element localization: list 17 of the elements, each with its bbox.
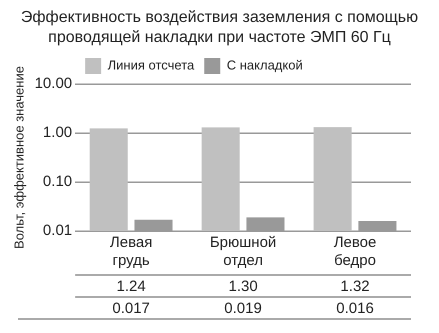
data-label: 1.24 (116, 278, 146, 296)
y-tick-label: 0.10 (42, 173, 72, 190)
y-tick-label: 10.00 (34, 75, 72, 92)
x-tick-label: Левое бедро (334, 234, 376, 270)
data-label: 0.017 (112, 300, 150, 318)
x-tick-label: Брюшной отдел (210, 234, 276, 270)
data-label: 1.30 (228, 278, 258, 296)
data-label: 0.019 (224, 300, 262, 318)
chart-title: Эффективность воздействия заземления с помощью проводящей накладки при частоте ЭМП 60 Гц (20, 8, 420, 48)
legend-label: Линия отсчета (108, 58, 196, 73)
y-axis-title: Вольт, эффективное значение (11, 66, 26, 249)
x-tick-label: Левая грудь (110, 234, 152, 270)
data-label: 0.016 (336, 300, 374, 318)
data-label: 1.32 (340, 278, 370, 296)
y-tick-label: 1.00 (42, 124, 72, 142)
legend-label: С накладкой (226, 58, 303, 73)
y-tick-label: 0.01 (42, 222, 72, 240)
